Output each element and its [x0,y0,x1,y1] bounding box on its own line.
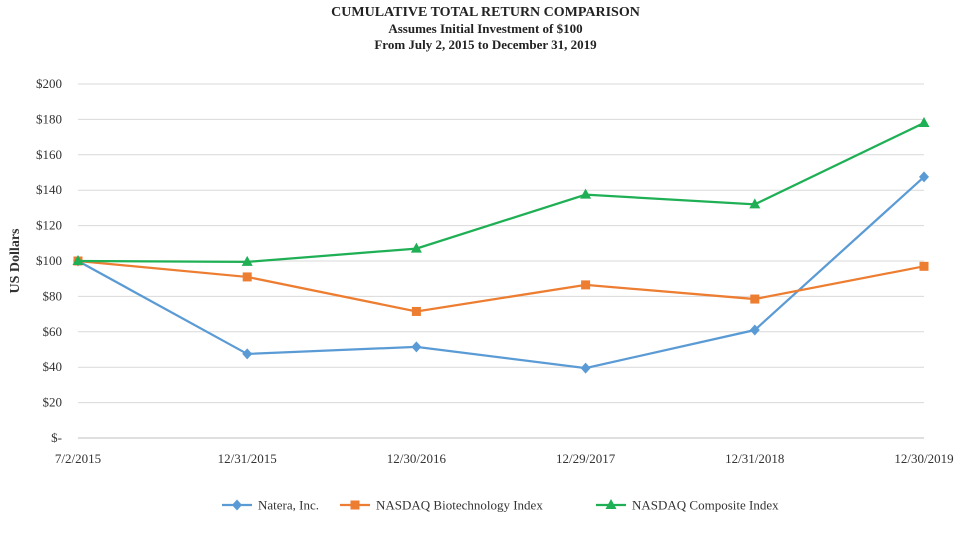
x-tick-label: 12/31/2015 [218,451,277,466]
y-tick-label: $20 [43,395,63,410]
data-point [749,324,760,336]
chart-subtitle-1: Assumes Initial Investment of $100 [388,21,583,36]
x-tick-label: 12/30/2016 [387,451,447,466]
data-point [605,499,617,509]
legend-item: NASDAQ Biotechnology Index [340,498,543,513]
series-square [73,256,929,316]
x-tick-label: 12/29/2017 [556,451,616,466]
y-tick-label: $40 [43,359,63,374]
y-tick-label: $140 [36,182,62,197]
y-tick-label: $160 [36,147,62,162]
data-point [918,116,930,127]
data-point [242,348,253,360]
data-point [410,242,422,253]
y-tick-label: $80 [43,288,63,303]
y-tick-label: $120 [36,218,62,233]
data-point [242,272,252,282]
x-tick-label: 12/31/2018 [725,451,784,466]
gridlines [78,83,924,404]
x-tick-labels: 7/2/2015 12/31/2015 12/30/2016 12/29/2017 12… [55,451,954,466]
y-tick-labels: $- $20 $40 $60 $80 $100 $120 $140 $160 $180 $200 [36,76,62,445]
legend-label: NASDAQ Composite Index [632,498,779,513]
y-axis-label: US Dollars [8,228,23,294]
data-point [232,499,242,511]
y-tick-label: $100 [36,253,62,268]
series-triangle [72,116,930,266]
legend-label: Natera, Inc. [258,498,319,513]
data-point [411,306,421,316]
x-tick-label: 7/2/2015 [55,451,101,466]
data-point [241,255,253,266]
data-point [580,362,591,374]
data-point [919,171,929,183]
data-point [72,255,84,265]
series-line [77,259,925,313]
series-line [77,121,925,264]
data-point [749,198,761,209]
y-tick-label: $60 [43,324,63,339]
chart-title: CUMULATIVE TOTAL RETURN COMPARISON [331,5,640,20]
data-point [750,294,760,304]
chart-subtitle-2: From July 2, 2015 to December 31, 2019 [374,37,597,52]
y-tick-label: $180 [36,111,62,126]
legend: Natera, Inc. NASDAQ Biotechnology Index NA… [222,498,779,513]
data-point [580,188,592,199]
y-tick-label: $200 [36,76,62,91]
legend-item: NASDAQ Composite Index [596,498,779,513]
series-line [77,176,925,370]
y-tick-label: $- [51,430,62,445]
data-point [411,341,422,353]
chart-titles: CUMULATIVE TOTAL RETURN COMPARISON Assum… [0,4,971,53]
data-point [350,500,360,510]
data-point [581,280,591,290]
series-group [72,116,930,374]
data-point [919,261,929,271]
legend-item: Natera, Inc. [222,498,319,513]
legend-label: NASDAQ Biotechnology Index [376,498,543,513]
x-tick-label: 12/30/2019 [894,451,953,466]
